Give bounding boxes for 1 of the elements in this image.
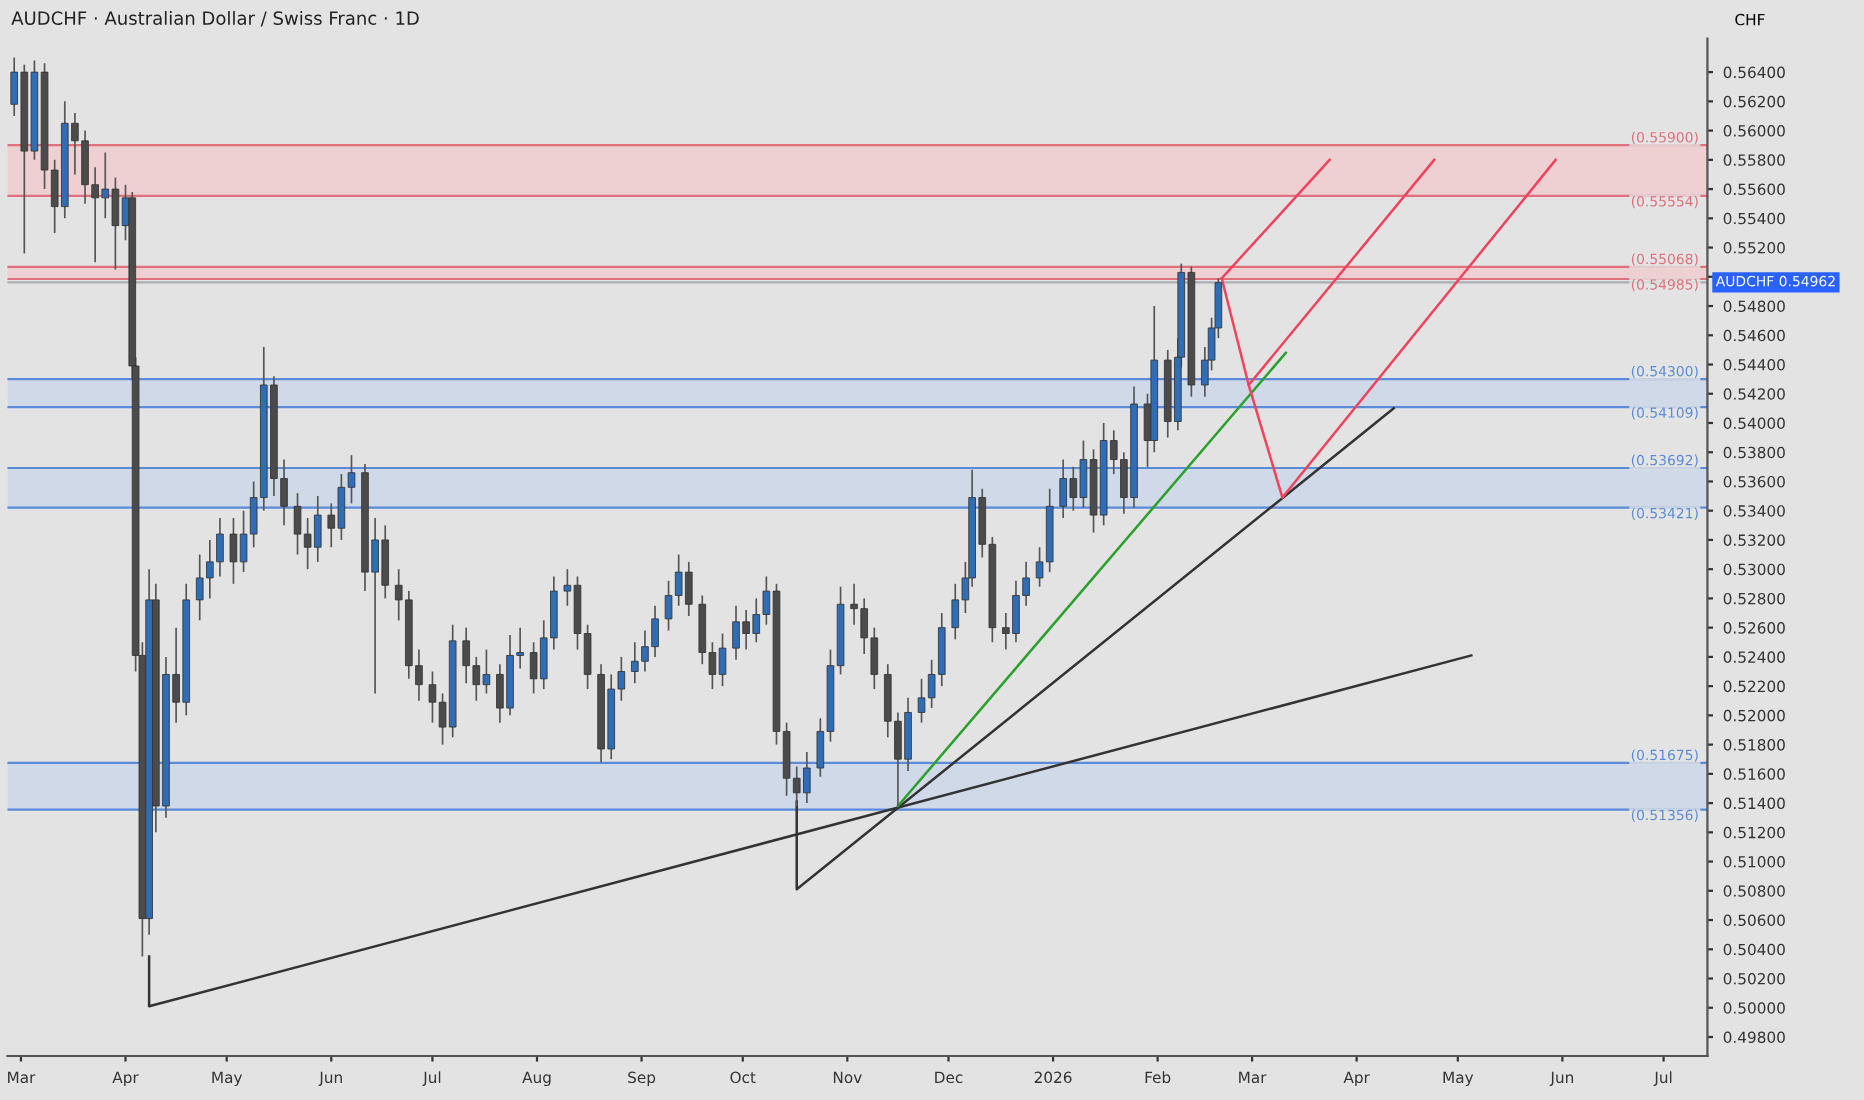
chart-title: AUDCHF · Australian Dollar / Swiss Franc · 1D <box>11 11 419 27</box>
